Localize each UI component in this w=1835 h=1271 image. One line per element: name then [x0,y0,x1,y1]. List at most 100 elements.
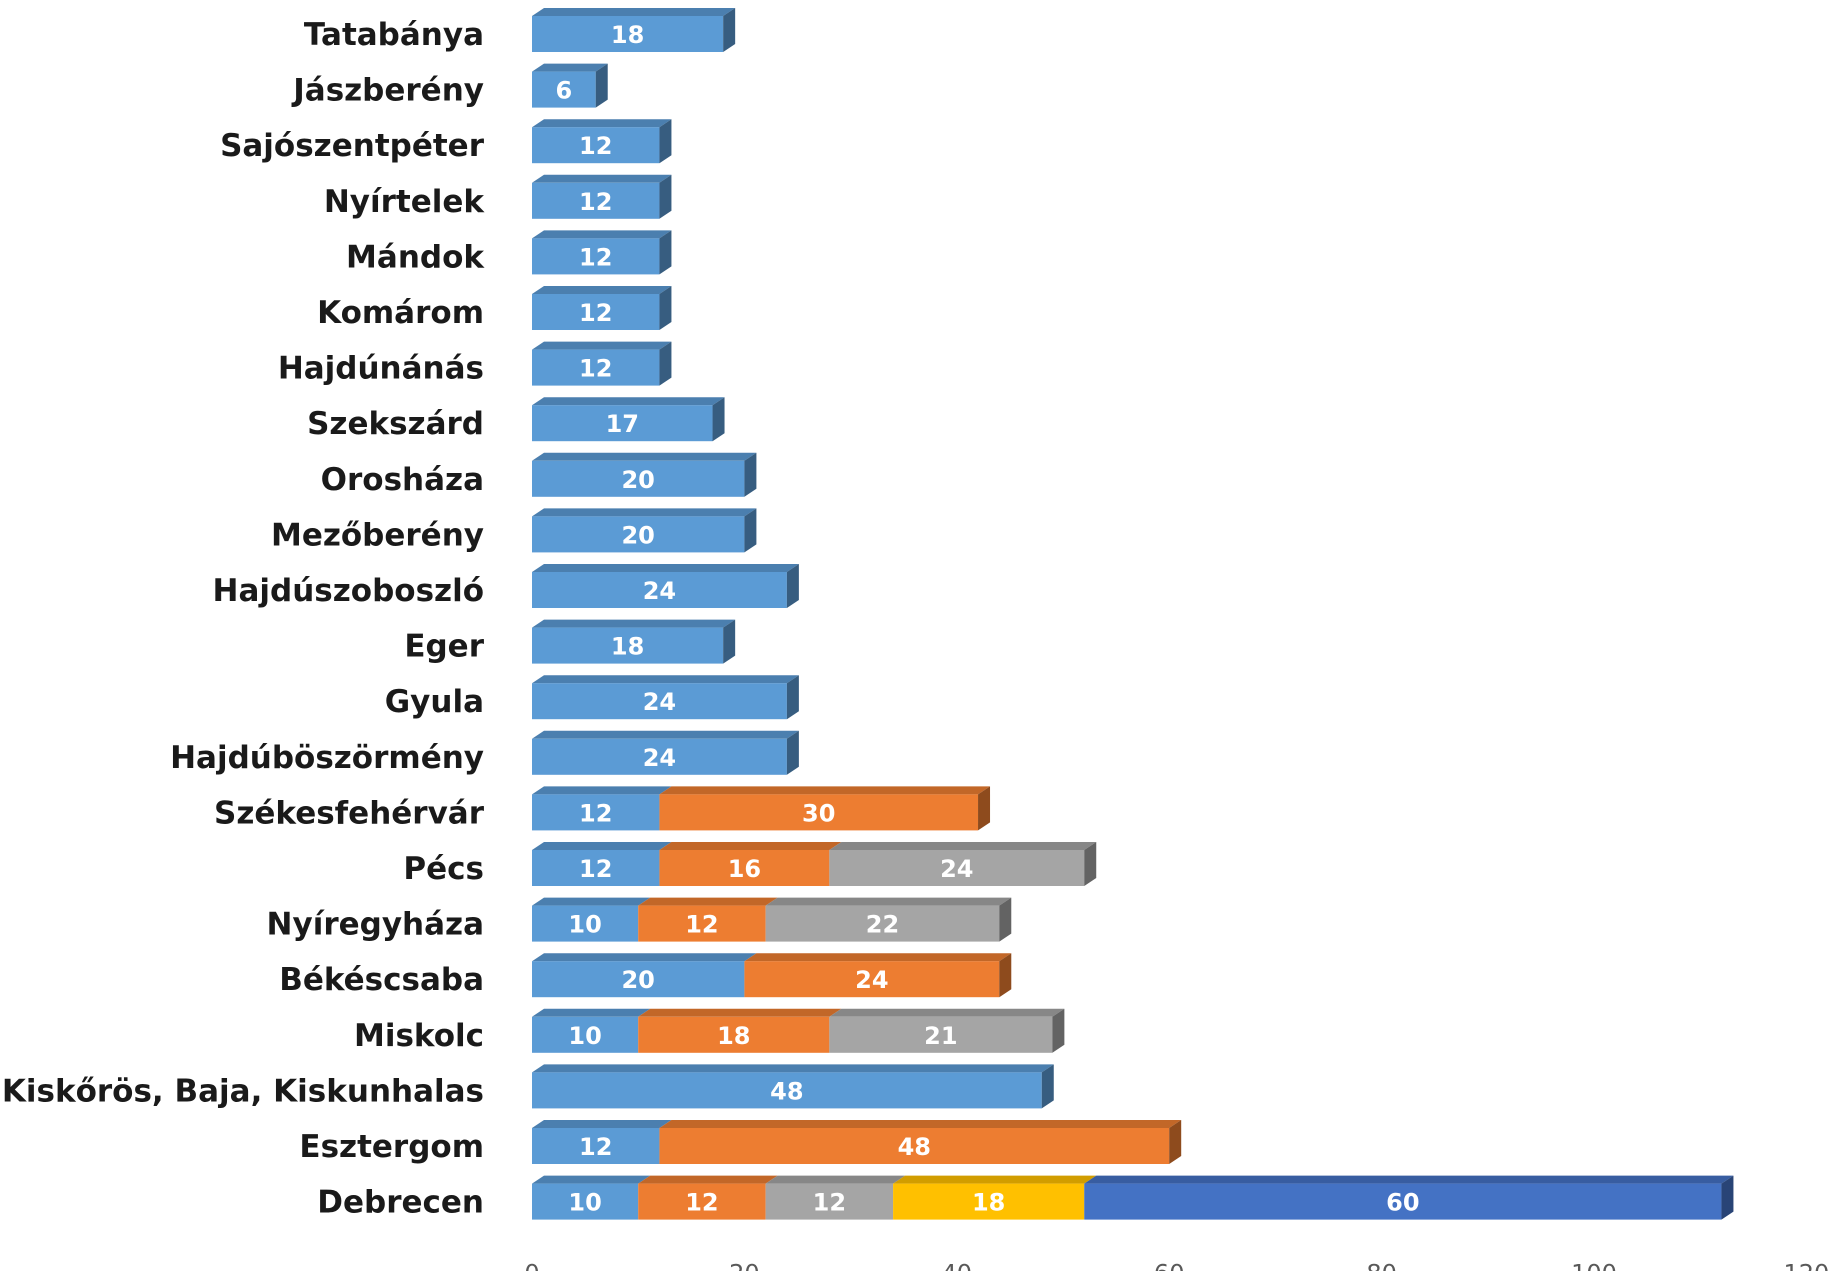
category-label-gyula: Gyula [385,684,484,720]
bar-side-face [659,174,672,219]
data-label: 22 [866,911,899,939]
bar-segment [765,1183,894,1220]
category-labels: Tatabánya Jászberény Sajószentpéter Nyírtel… [2,17,485,1221]
data-label: 21 [924,1022,957,1050]
bar-top-face [532,897,651,906]
bar-segment [532,71,596,108]
bar-top-face [532,1175,651,1184]
bar-side-face [744,508,757,553]
x-tick-label: 0 [524,1260,539,1271]
bar-top-face [638,1175,778,1184]
bar-top-face [532,119,672,128]
bar-top-face [532,286,672,294]
bar-row-nyiregyhaza: 10 12 22 [532,897,1012,942]
bar-segment [829,850,1085,886]
bar-segment [1084,1183,1722,1220]
bar-side-face [1169,1120,1182,1164]
x-tick-label: 20 [729,1260,760,1271]
category-label-tatabanya: Tatabánya [304,17,484,53]
category-label-nyiregyhaza: Nyíregyháza [267,907,484,943]
bar-segment [744,961,1000,998]
bar-row-jaszbereny: 6 [532,63,608,108]
bar-top-face [532,230,672,239]
data-label: 16 [728,855,761,883]
bar-row-gyula: 24 [532,675,799,720]
category-label-komarom: Komárom [317,295,484,331]
data-label: 20 [621,966,654,994]
bar-row-sajoszentpeter: 12 [532,119,672,164]
x-axis-tick-labels: 0 20 40 60 80 100 120 [524,1260,1829,1271]
bar-row-komarom: 12 [532,286,672,330]
bar-side-face [723,8,736,52]
data-label: 20 [621,466,654,494]
category-label-pecs: Pécs [403,851,484,887]
bar-side-face [978,786,991,831]
bar-segment [638,1183,766,1220]
data-label: 10 [568,1022,601,1050]
bar-side-face [1084,842,1097,886]
bar-segment [659,794,979,831]
bar-row-szekesfehervar: 12 30 [532,786,991,831]
bar-segment [532,1072,1042,1109]
data-label: 12 [685,911,718,939]
category-label-mandok: Mándok [346,239,485,275]
data-label: 48 [770,1077,803,1105]
category-label-hajduszoboszlo: Hajdúszoboszló [213,573,484,609]
data-label: 12 [579,855,612,883]
category-label-szekszard: Szekszárd [307,406,484,442]
data-label: 12 [579,799,612,827]
bar-segment [532,572,787,608]
bar-segment [532,294,660,330]
bar-row-mezobereny: 20 [532,508,757,553]
bar-top-face [638,1008,842,1017]
bar-top-face [744,953,1012,962]
bar-segment [532,738,787,775]
bar-top-face [893,1175,1097,1184]
x-tick-label: 120 [1783,1260,1829,1271]
bar-row-nyirtelek: 12 [532,174,672,219]
data-label: 24 [643,744,676,772]
bar-top-face [532,953,757,962]
data-label: 12 [579,243,612,271]
bar-top-face [765,1175,906,1184]
category-label-miskolc: Miskolc [354,1018,484,1054]
category-label-kiskoros-baja-kiskunhalas: Kiskőrös, Baja, Kiskunhalas [2,1073,484,1109]
bar-top-face [532,397,725,406]
bar-top-face [532,341,672,350]
bar-segment [532,1016,639,1053]
data-label: 12 [579,1133,612,1161]
bar-row-oroshaza: 20 [532,452,757,497]
data-label: 12 [579,299,612,327]
bar-segment [532,16,724,52]
bar-top-face [1084,1175,1734,1184]
bar-segment [532,516,745,553]
bar-top-face [532,63,608,72]
category-label-szekesfehervar: Székesfehérvár [214,795,485,831]
bar-segment [532,627,724,664]
bar-side-face [786,564,799,608]
category-label-jaszbereny: Jászberény [291,73,484,109]
data-label: 18 [611,633,644,661]
data-label: 60 [1386,1189,1419,1217]
bar-row-debrecen: 10 12 12 18 60 [532,1175,1734,1220]
bar-row-esztergom: 12 48 [532,1120,1182,1164]
bar-segment [638,1016,830,1053]
bar-top-face [532,786,672,795]
bar-top-face [829,842,1097,850]
bar-side-face [1052,1008,1065,1053]
data-label: 17 [606,410,639,438]
bar-side-face [712,397,725,442]
bar-top-face [829,1008,1065,1017]
bar-segment [659,850,830,886]
bar-row-miskolc: 10 18 21 [532,1008,1065,1053]
category-label-oroshaza: Orosháza [321,462,484,498]
bar-row-pecs: 12 16 24 [532,842,1097,886]
bar-segment [532,127,660,164]
bar-top-face [532,564,799,572]
bar-row-eger: 18 [532,619,736,664]
data-label: 18 [611,21,644,49]
bar-side-face [744,452,757,497]
category-label-mezobereny: Mezőberény [271,517,484,553]
bar-side-face [1041,1064,1054,1109]
